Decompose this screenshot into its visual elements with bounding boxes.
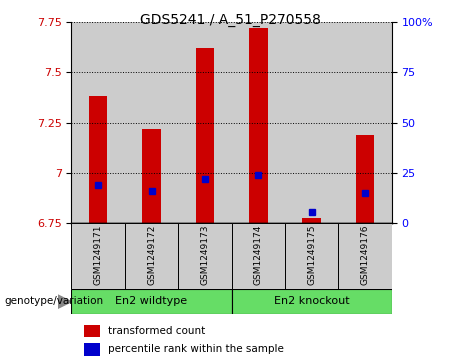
Text: GSM1249174: GSM1249174 [254,224,263,285]
Bar [231,22,285,223]
Bar [71,223,125,289]
Polygon shape [58,295,71,309]
Bar [302,218,321,223]
Bar [84,325,100,338]
Bar [231,223,285,289]
Text: GSM1249176: GSM1249176 [361,224,370,285]
Bar [71,289,231,314]
Text: GSM1249171: GSM1249171 [94,224,103,285]
Text: En2 wildtype: En2 wildtype [116,296,188,306]
Text: En2 knockout: En2 knockout [274,296,349,306]
Bar [231,289,392,314]
Text: transformed count: transformed count [108,326,206,336]
Bar [71,22,125,223]
Text: GSM1249172: GSM1249172 [147,224,156,285]
Bar [249,28,268,223]
Bar [285,22,338,223]
Text: percentile rank within the sample: percentile rank within the sample [108,344,284,354]
Text: GSM1249175: GSM1249175 [307,224,316,285]
Bar [356,135,374,223]
Bar [142,129,161,223]
Text: GDS5241 / A_51_P270558: GDS5241 / A_51_P270558 [140,13,321,27]
Bar [84,343,100,356]
Bar [338,22,392,223]
Bar [178,223,231,289]
Text: GSM1249173: GSM1249173 [201,224,209,285]
Text: genotype/variation: genotype/variation [5,296,104,306]
Bar [125,22,178,223]
Bar [125,223,178,289]
Bar [178,22,231,223]
Bar [338,223,392,289]
Bar [195,48,214,223]
Bar [285,223,338,289]
Bar [89,96,107,223]
